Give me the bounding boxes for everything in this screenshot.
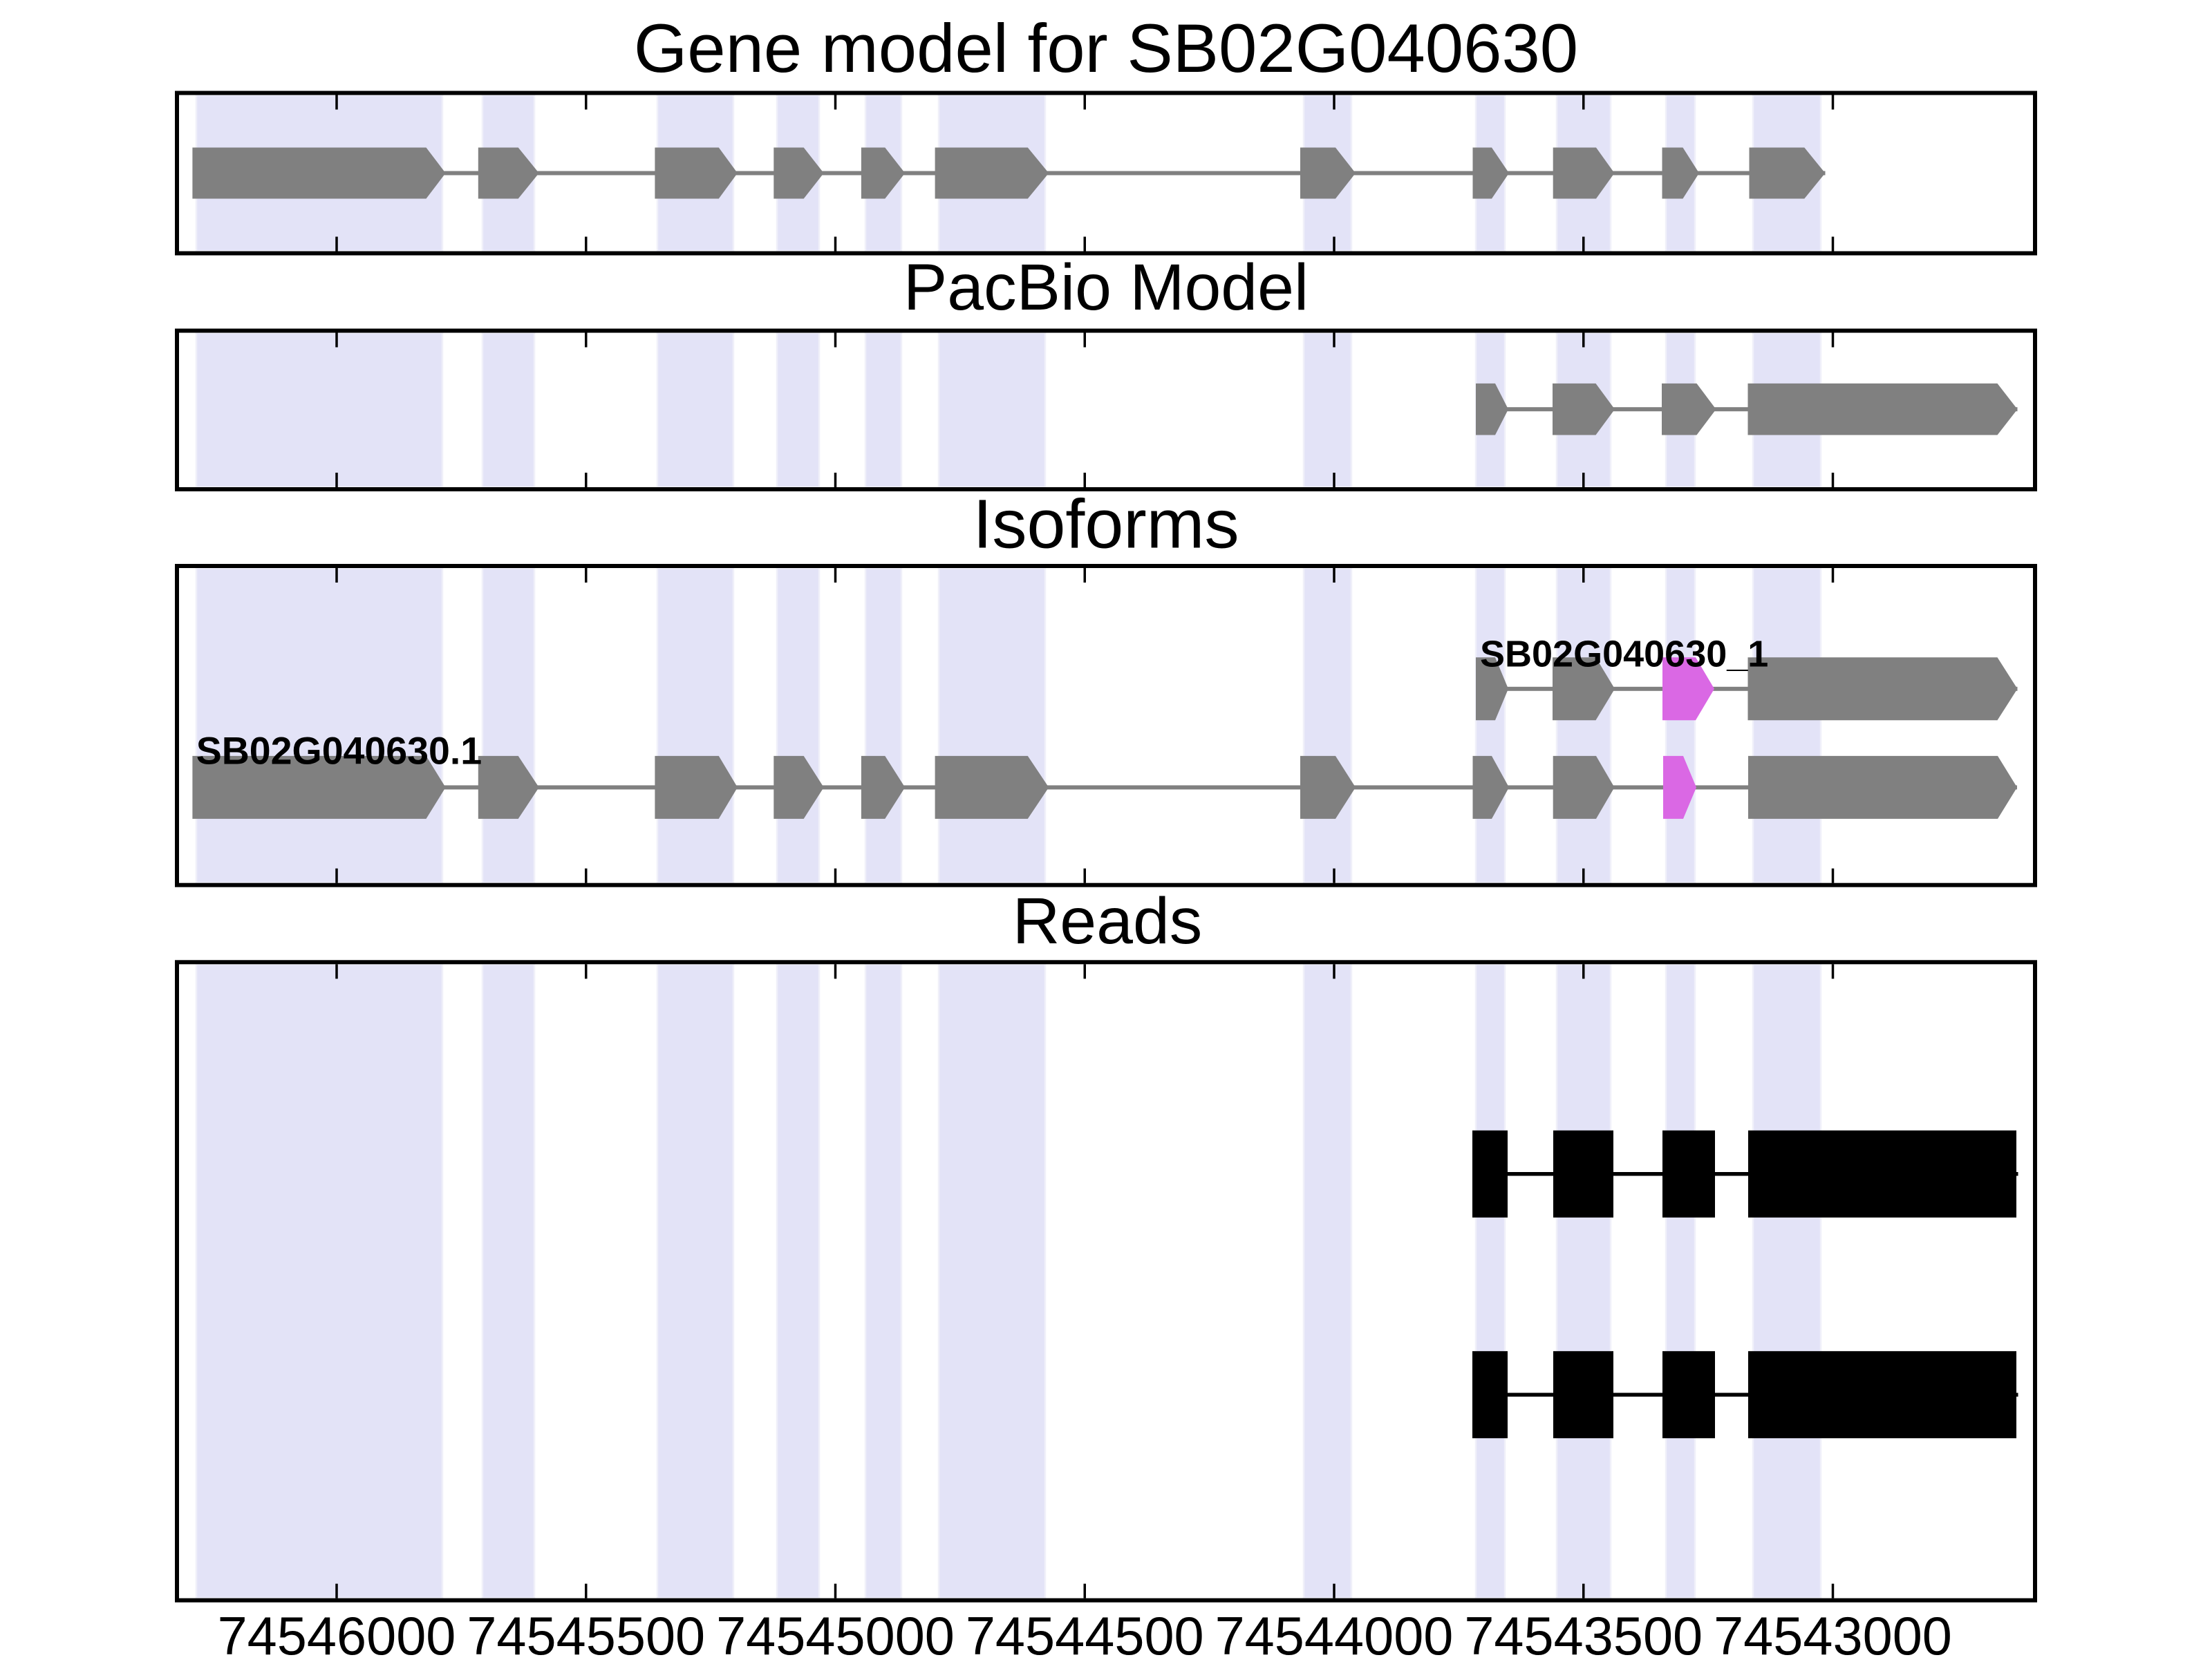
svg-text:PacBio Model: PacBio Model bbox=[903, 251, 1309, 324]
svg-text:Gene model for SB02G040630: Gene model for SB02G040630 bbox=[634, 10, 1578, 87]
svg-text:74543500: 74543500 bbox=[1464, 1607, 1703, 1659]
svg-text:SB02G040630_1: SB02G040630_1 bbox=[1480, 633, 1768, 674]
svg-text:74545500: 74545500 bbox=[467, 1607, 705, 1659]
svg-text:Reads: Reads bbox=[1013, 885, 1203, 958]
svg-text:74543000: 74543000 bbox=[1714, 1607, 1952, 1659]
svg-text:74545000: 74545000 bbox=[716, 1607, 955, 1659]
svg-text:74544000: 74544000 bbox=[1215, 1607, 1454, 1659]
svg-text:74546000: 74546000 bbox=[218, 1607, 456, 1659]
svg-text:Isoforms: Isoforms bbox=[973, 485, 1239, 563]
svg-text:74544500: 74544500 bbox=[966, 1607, 1204, 1659]
svg-text:SB02G040630.1: SB02G040630.1 bbox=[196, 730, 482, 773]
